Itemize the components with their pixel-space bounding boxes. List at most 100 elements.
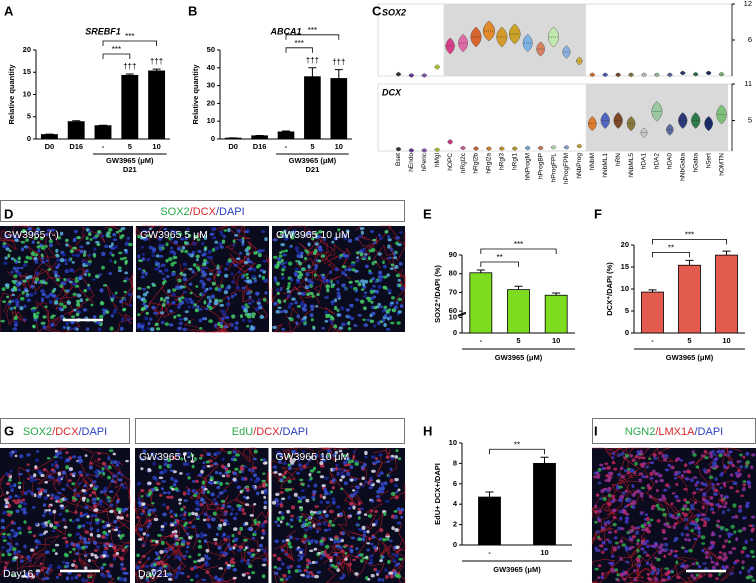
nucleus: [294, 301, 298, 305]
nucleus: [14, 238, 19, 243]
nucleus: [206, 277, 211, 281]
nucleus: [709, 454, 714, 459]
nucleus: [367, 514, 373, 518]
nucleus: [217, 270, 222, 274]
nucleus: [29, 475, 35, 479]
nucleus: [380, 487, 385, 491]
nucleus: [170, 246, 174, 250]
nucleus: [305, 563, 309, 566]
violin: [562, 45, 571, 59]
nucleus: [59, 314, 64, 318]
nucleus: [34, 253, 39, 257]
micrograph: [135, 225, 270, 333]
nucleus: [309, 291, 314, 296]
nucleus: [104, 465, 109, 469]
nucleus: [695, 465, 700, 469]
nucleus: [85, 236, 89, 240]
nucleus: [747, 474, 751, 478]
nucleus: [390, 263, 395, 267]
violin: [626, 116, 636, 132]
nucleus: [685, 477, 690, 481]
nucleus: [245, 273, 249, 276]
nucleus: [100, 572, 104, 576]
nucleus: [141, 555, 146, 558]
fiber: [628, 560, 657, 583]
nucleus: [608, 493, 612, 498]
nucleus: [709, 503, 714, 507]
nucleus: [353, 287, 358, 291]
nucleus: [14, 315, 18, 320]
nucleus: [595, 549, 600, 553]
nucleus: [711, 531, 715, 536]
nucleus: [36, 228, 41, 232]
nucleus: [334, 450, 338, 455]
nucleus: [363, 295, 367, 298]
nucleus: [34, 539, 39, 544]
nucleus: [327, 528, 332, 532]
nucleus: [714, 477, 718, 481]
nucleus: [298, 261, 302, 266]
nucleus: [322, 279, 327, 284]
fiber: [303, 250, 338, 275]
nucleus: [173, 522, 178, 526]
nucleus: [280, 511, 284, 516]
nucleus: [38, 540, 41, 545]
nucleus: [352, 450, 356, 454]
x-tick-label: hOMTN: [718, 153, 725, 176]
y-tick-label: 10: [621, 284, 629, 293]
nucleus: [199, 534, 204, 539]
nucleus: [188, 555, 192, 559]
nucleus: [180, 507, 184, 512]
nucleus: [207, 515, 212, 519]
nucleus: [309, 469, 315, 473]
nucleus: [221, 504, 226, 508]
nucleus: [22, 510, 27, 514]
caption-part: /DCX: [190, 206, 217, 218]
nucleus: [304, 522, 309, 527]
nucleus: [353, 324, 358, 327]
nucleus: [51, 529, 56, 533]
nucleus: [305, 462, 309, 466]
nucleus: [110, 479, 115, 483]
nucleus: [63, 525, 68, 529]
nucleus: [368, 486, 374, 490]
nucleus: [693, 537, 698, 541]
nucleus: [274, 539, 279, 543]
nucleus: [27, 256, 33, 260]
nucleus: [718, 534, 722, 538]
nucleus: [230, 564, 235, 568]
nucleus: [287, 495, 291, 500]
violin: [613, 112, 623, 129]
nucleus: [695, 480, 700, 484]
nucleus: [147, 510, 152, 514]
nucleus: [72, 472, 77, 476]
nucleus: [395, 545, 400, 550]
nucleus: [94, 518, 100, 522]
fiber: [709, 472, 724, 511]
nucleus: [718, 453, 723, 458]
nucleus: [744, 539, 748, 545]
nucleus: [121, 548, 126, 553]
nucleus: [296, 305, 302, 308]
nucleus: [742, 526, 747, 531]
nucleus: [648, 457, 652, 460]
nucleus: [299, 467, 304, 472]
nucleus: [101, 234, 105, 238]
nucleus: [702, 524, 707, 527]
nucleus: [383, 305, 388, 309]
nucleus: [188, 521, 192, 524]
nucleus: [122, 308, 126, 312]
nucleus: [364, 450, 368, 456]
nucleus: [389, 267, 394, 270]
nucleus: [280, 243, 286, 247]
nucleus: [627, 497, 632, 502]
nucleus: [234, 321, 239, 325]
nucleus: [227, 463, 231, 468]
significance-label: ***: [125, 32, 134, 41]
significance-label: **: [497, 253, 503, 262]
nucleus: [352, 558, 356, 562]
fiber: [609, 562, 658, 580]
nucleus: [727, 453, 731, 457]
nucleus: [164, 268, 169, 273]
nucleus: [363, 323, 368, 327]
